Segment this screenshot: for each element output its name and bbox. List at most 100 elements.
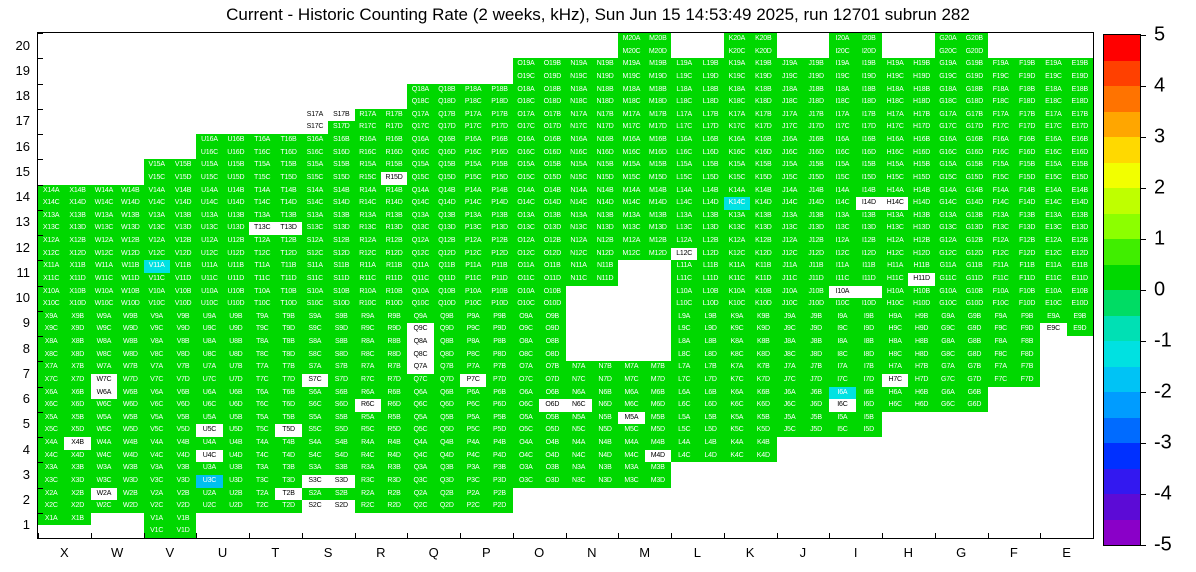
channel-cell: R13A [354,209,381,223]
channel-cell: W5D [117,424,144,437]
channel-cell: U12B [222,235,249,248]
channel-cell: U16D [222,146,249,160]
channel-cell: V15B [169,159,197,172]
heatmap-cell: K17A K17B K17C K17D [723,108,777,134]
channel-cell: Q9D [433,323,460,336]
channel-cell: N7D [591,373,619,387]
channel-cell: W13D [117,222,144,235]
heatmap-cell: P5A P5B P5C P5D [460,411,513,437]
channel-cell: G17D [961,121,988,134]
heatmap-cell: V4A V4B V4C V4D [143,437,197,463]
channel-cell: E13B [1066,209,1093,223]
channel-cell: I8B [855,336,882,349]
channel-cell: I5A [829,411,856,425]
heatmap-cell: E13A E13B E13C E13D [1040,209,1093,235]
heatmap-cell: L14A L14B L14C L14D [671,184,724,210]
channel-cell: V13A [143,209,170,223]
channel-cell: V11D [169,272,197,286]
colorbar-tick [1140,341,1146,342]
channel-cell: L16D [697,146,724,160]
channel-cell: G16D [961,146,988,160]
channel-cell: O11B [539,260,566,273]
heatmap-cell: I8A I8B I8C I8D [829,336,882,362]
channel-cell: L8B [697,336,724,349]
channel-cell: I6C [829,399,856,412]
channel-cell: Q3D [433,474,460,488]
channel-cell: R2A [354,487,381,501]
heatmap-cell: L5A L5B L5C L5D [671,411,724,437]
channel-cell: T16B [275,134,302,147]
channel-cell: V3A [143,462,170,475]
channel-cell: O19D [539,70,566,84]
heatmap-cell: N14A N14B N14C N14D [565,184,619,210]
heatmap-cell: M17A M17B M17C M17D [618,108,671,134]
channel-cell: H15D [908,171,935,185]
channel-cell: H8A [882,336,909,349]
channel-cell: O18A [512,83,540,97]
heatmap-cell: F12A F12B F12C F12D [987,235,1041,261]
channel-cell: J9C [776,323,803,336]
channel-cell: W9B [117,310,144,324]
channel-cell: T12C [249,247,276,261]
channel-cell: J6B [802,386,830,400]
channel-cell: S13B [328,209,355,223]
x-axis-label: O [534,545,545,560]
y-axis-label: 12 [15,239,30,255]
channel-cell: Q11D [433,272,460,286]
channel-cell: V10C [143,298,170,311]
channel-cell: I13D [855,222,882,235]
y-axis-tick [38,411,43,413]
channel-cell: S16D [328,146,355,160]
x-axis-label: I [853,545,858,560]
channel-cell: P13B [486,209,513,223]
channel-cell: M14B [644,184,671,198]
channel-cell: U3D [222,474,249,488]
channel-cell: W5A [90,411,118,425]
channel-cell: Q12B [433,235,460,248]
channel-cell: K10C [723,298,751,311]
heatmap-cell: U13A U13B U13C U13D [196,209,249,235]
channel-cell: J14A [776,184,803,198]
channel-cell: V3B [169,462,197,475]
channel-cell: I16B [855,134,882,147]
channel-cell: I10D [855,298,882,311]
channel-cell: H13A [882,209,909,223]
channel-cell: P11B [486,260,513,273]
channel-cell: R4C [354,449,381,463]
heatmap-cell: V5A V5B V5C V5D [143,411,197,437]
channel-cell: I18B [855,83,882,97]
channel-cell: O16D [539,146,566,160]
channel-cell: P7A [460,361,487,374]
channel-cell: G9D [961,323,988,336]
channel-cell: K7C [723,373,751,387]
channel-cell: X3A [38,462,65,475]
channel-cell: S9A [301,310,329,324]
channel-cell: S4A [301,437,329,450]
channel-cell: M5D [644,424,671,437]
heatmap-cell: R2A R2B R2C R2D [354,487,408,513]
channel-cell: H16C [882,146,909,160]
channel-cell: R16B [380,134,408,147]
channel-cell: W2A [90,487,118,501]
channel-cell: E10A [1040,285,1067,299]
channel-cell: V10A [143,285,170,299]
channel-cell: I5D [855,424,882,437]
channel-cell: T4C [249,449,276,463]
channel-cell: R4A [354,437,381,450]
channel-cell: P4C [460,449,487,463]
channel-cell: P18D [486,96,513,109]
heatmap-cell: E18A E18B E18C E18D [1040,83,1093,109]
heatmap-cell: X9A X9B X9C X9D [38,310,91,336]
channel-cell: O9C [512,323,540,336]
channel-cell: M7B [644,361,671,374]
channel-cell: W12B [117,235,144,248]
channel-cell: P3C [460,474,487,488]
channel-cell: G17A [934,108,962,122]
heatmap-cell: K7A K7B K7C K7D [723,361,777,387]
channel-cell: E13A [1040,209,1067,223]
channel-cell: P2D [486,500,513,513]
channel-cell: M7C [618,373,645,387]
heatmap-cell: G8A G8B G8C G8D [934,336,988,362]
channel-cell: X6D [64,399,91,412]
channel-cell: G12A [934,235,962,248]
